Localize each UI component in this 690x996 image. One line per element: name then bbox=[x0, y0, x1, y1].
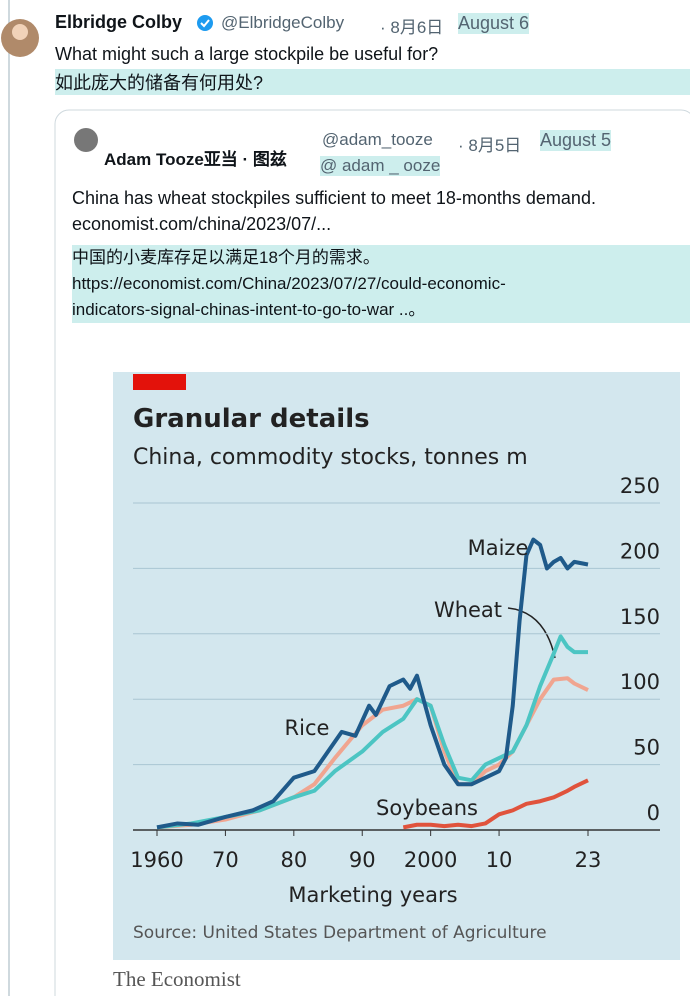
y-tick-label: 250 bbox=[620, 474, 660, 498]
x-tick-label: 2000 bbox=[404, 848, 457, 872]
y-tick-label: 100 bbox=[620, 670, 660, 694]
x-tick-label: 1960 bbox=[130, 848, 183, 872]
verified-badge bbox=[197, 15, 213, 31]
y-tick-label: 0 bbox=[647, 801, 660, 825]
source: Source: United States Department of Agri… bbox=[133, 923, 547, 943]
translation-link: https://economist.com/China/2023/07/27/c… bbox=[72, 274, 506, 293]
translation-text: 中国的小麦库存足以满足18个月的需求。 bbox=[72, 248, 380, 267]
quote-author[interactable]: Adam Tooze亚当 · 图兹 bbox=[104, 150, 287, 169]
series-label: Maize bbox=[468, 536, 529, 560]
quote-link[interactable]: economist.com/china/2023/07/... bbox=[72, 214, 332, 234]
quote-text: China has wheat stockpiles sufficient to… bbox=[72, 188, 596, 208]
date-translation: August 6 bbox=[458, 13, 530, 34]
quote-translation: 中国的小麦库存足以满足18个月的需求。 https://economist.com… bbox=[72, 245, 690, 323]
quote-date-translation: August 5 bbox=[540, 130, 612, 151]
y-tick-label: 50 bbox=[633, 736, 660, 760]
check bbox=[200, 19, 210, 28]
x-tick-label: 70 bbox=[212, 848, 239, 872]
chart-title: Granular details bbox=[133, 404, 370, 434]
translation-link: indicators-signal-chinas-intent-to-go-to… bbox=[72, 300, 426, 319]
red-tag bbox=[133, 374, 186, 390]
y-tick-label: 200 bbox=[620, 539, 660, 563]
tweet-text: What might such a large stockpile be use… bbox=[55, 44, 439, 64]
series-label: Wheat bbox=[434, 598, 502, 622]
line bbox=[156, 537, 589, 830]
line bbox=[402, 778, 589, 830]
avatar-face bbox=[12, 24, 28, 40]
x-tick-label: 23 bbox=[575, 848, 602, 872]
chart-subtitle: China, commodity stocks, tonnes m bbox=[133, 445, 528, 470]
line bbox=[156, 634, 588, 830]
tweet-translation: 如此庞大的储备有何用处? bbox=[55, 69, 690, 95]
x-tick-label: 80 bbox=[280, 848, 307, 872]
quote-date: · 8月5日 bbox=[458, 136, 522, 155]
x-tick-label: 10 bbox=[486, 848, 513, 872]
handle[interactable]: @ElbridgeColby bbox=[221, 13, 345, 32]
series-label: Rice bbox=[285, 716, 330, 740]
quote-handle-translation: @ adam _ ooze bbox=[320, 156, 441, 176]
x-tick-label: 90 bbox=[349, 848, 376, 872]
annotation-arrow bbox=[507, 607, 556, 659]
author-name[interactable]: Elbridge Colby bbox=[55, 12, 183, 32]
y-tick-label: 150 bbox=[620, 605, 660, 629]
brand: The Economist bbox=[113, 967, 241, 991]
quote-avatar[interactable] bbox=[74, 128, 98, 152]
series-label: Soybeans bbox=[376, 796, 478, 820]
quote-handle[interactable]: @adam_tooze bbox=[322, 130, 433, 149]
x-axis-label: Marketing years bbox=[288, 883, 457, 907]
quote-box bbox=[54, 109, 690, 996]
date: · 8月6日 bbox=[380, 18, 444, 37]
chart-background bbox=[113, 372, 680, 960]
